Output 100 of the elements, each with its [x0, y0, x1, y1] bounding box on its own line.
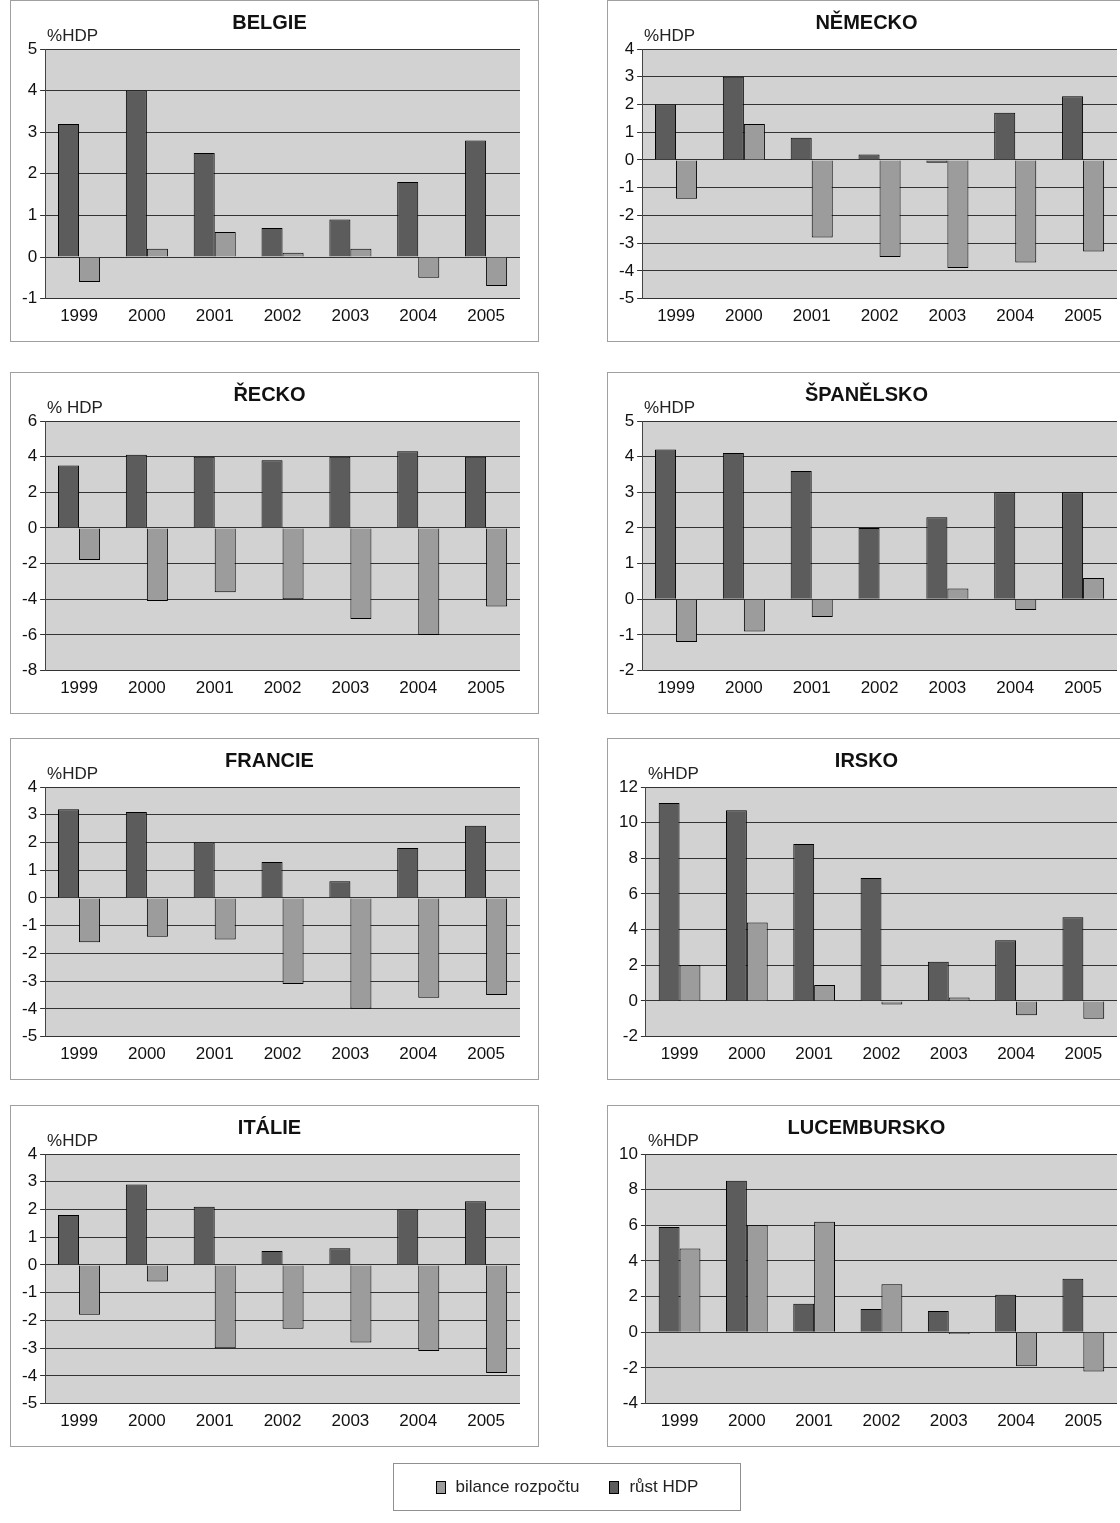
x-tick-label: 2000: [724, 678, 763, 698]
y-tick-label: 12: [618, 776, 638, 796]
x-tick-label: 2001: [795, 1411, 834, 1431]
y-axis-title: %HDP: [647, 764, 699, 784]
x-tick-label: 2000: [127, 306, 166, 326]
x-tick-label: 2003: [331, 306, 370, 326]
y-tick-label: 0: [624, 588, 635, 608]
x-tick-label: 2003: [331, 678, 370, 698]
y-tick-label: -3: [618, 232, 635, 252]
y-tick-label: -4: [618, 260, 635, 280]
x-tick-label: 1999: [657, 678, 695, 698]
y-tick-label: -1: [618, 177, 635, 197]
y-tick-label: 1: [27, 1226, 38, 1246]
x-tick-label: 2002: [862, 1411, 901, 1431]
y-tick-label: 4: [27, 776, 38, 796]
y-axis-title: %HDP: [647, 1131, 699, 1151]
y-tick-label: 3: [27, 1171, 38, 1191]
x-tick-label: 2002: [263, 306, 302, 326]
x-tick-label: 2002: [860, 306, 899, 326]
x-tick-label: 2002: [263, 1411, 302, 1431]
legend-label: bilance rozpočtu: [455, 1477, 580, 1497]
y-tick-label: 4: [27, 1143, 38, 1163]
x-tick-label: 2005: [467, 1411, 505, 1431]
x-tick-label: 2000: [727, 1044, 766, 1064]
x-tick-label: 2004: [399, 1044, 438, 1064]
y-axis-title: % HDP: [47, 398, 103, 418]
chart-title: BELGIE: [232, 10, 307, 33]
x-tick-label: 1999: [660, 1411, 699, 1431]
y-tick-label: 3: [624, 482, 635, 501]
x-tick-label: 2004: [997, 1411, 1035, 1431]
y-tick-label: 4: [628, 919, 638, 939]
y-tick-label: 2: [27, 482, 38, 501]
y-tick-label: 4: [628, 1250, 638, 1270]
y-tick-label: 0: [27, 1254, 38, 1274]
x-tick-label: 2000: [727, 1411, 766, 1431]
x-tick-label: 2005: [1064, 306, 1102, 326]
x-tick-label: 2001: [795, 1044, 834, 1064]
x-tick-label: 2004: [997, 1044, 1035, 1064]
y-axis-title: %HDP: [644, 26, 696, 46]
y-tick-label: 10: [618, 812, 638, 832]
y-tick-label: -1: [618, 624, 635, 644]
y-tick-label: -2: [618, 205, 635, 225]
x-tick-label: 2005: [1064, 1044, 1103, 1064]
x-tick-label: 1999: [60, 1411, 98, 1431]
y-tick-label: 1: [27, 859, 38, 879]
y-tick-label: 5: [624, 410, 635, 430]
y-tick-label: 0: [628, 990, 638, 1010]
chart-title: NĚMECKO: [815, 9, 918, 33]
y-tick-label: 8: [628, 848, 638, 867]
x-tick-label: 2001: [195, 1411, 234, 1431]
y-tick-label: 2: [27, 163, 38, 183]
y-tick-label: 6: [628, 883, 638, 903]
y-tick-label: 3: [27, 804, 38, 824]
x-tick-label: 2005: [467, 306, 505, 326]
x-tick-label: 2000: [127, 678, 166, 698]
y-tick-label: 4: [624, 38, 635, 58]
y-tick-label: 0: [27, 887, 38, 907]
y-tick-label: -2: [622, 1357, 638, 1377]
y-tick-label: 3: [624, 66, 635, 86]
y-tick-label: -1: [21, 915, 38, 935]
y-tick-label: -2: [21, 943, 38, 963]
y-tick-label: 2: [628, 954, 638, 974]
x-tick-label: 2003: [929, 1411, 968, 1431]
y-tick-label: -2: [622, 1026, 638, 1046]
y-tick-label: -5: [21, 1393, 38, 1413]
x-tick-label: 2003: [331, 1044, 370, 1064]
x-tick-label: 1999: [60, 1044, 98, 1064]
x-tick-label: 2005: [1064, 678, 1102, 698]
y-tick-label: 5: [27, 38, 38, 58]
y-tick-label: 0: [27, 246, 38, 266]
y-tick-label: 1: [27, 205, 38, 225]
chart-title: LUCEMBURSKO: [787, 1115, 946, 1138]
x-tick-label: 2003: [928, 678, 967, 698]
legend-label: růst HDP: [629, 1477, 699, 1497]
y-tick-label: 4: [624, 446, 635, 466]
y-axis-title: %HDP: [47, 764, 99, 784]
y-tick-label: -4: [21, 1365, 38, 1385]
x-tick-label: 2003: [928, 306, 967, 326]
x-tick-label: 2002: [862, 1044, 901, 1064]
y-tick-label: -4: [21, 588, 38, 608]
y-tick-label: 8: [628, 1179, 638, 1199]
x-tick-label: 2002: [860, 678, 899, 698]
chart-title: FRANCIE: [225, 748, 314, 771]
y-tick-label: 1: [624, 121, 635, 141]
x-tick-label: 2004: [399, 1411, 438, 1431]
x-tick-label: 2001: [195, 1044, 234, 1064]
y-tick-label: 2: [27, 832, 38, 852]
x-tick-label: 2005: [467, 678, 505, 698]
y-tick-label: -2: [21, 1310, 38, 1330]
chart-title: ŠPANĚLSKO: [805, 381, 928, 405]
y-tick-label: -3: [21, 1337, 38, 1357]
chart-title: ŘECKO: [233, 381, 306, 405]
y-tick-label: -2: [618, 660, 635, 680]
x-tick-label: 2001: [792, 678, 831, 698]
x-tick-label: 1999: [60, 306, 98, 326]
x-tick-label: 2004: [996, 306, 1035, 326]
x-tick-label: 1999: [657, 306, 695, 326]
y-tick-label: -5: [21, 1026, 38, 1046]
x-tick-label: 2001: [195, 678, 234, 698]
x-tick-label: 2004: [996, 678, 1035, 698]
